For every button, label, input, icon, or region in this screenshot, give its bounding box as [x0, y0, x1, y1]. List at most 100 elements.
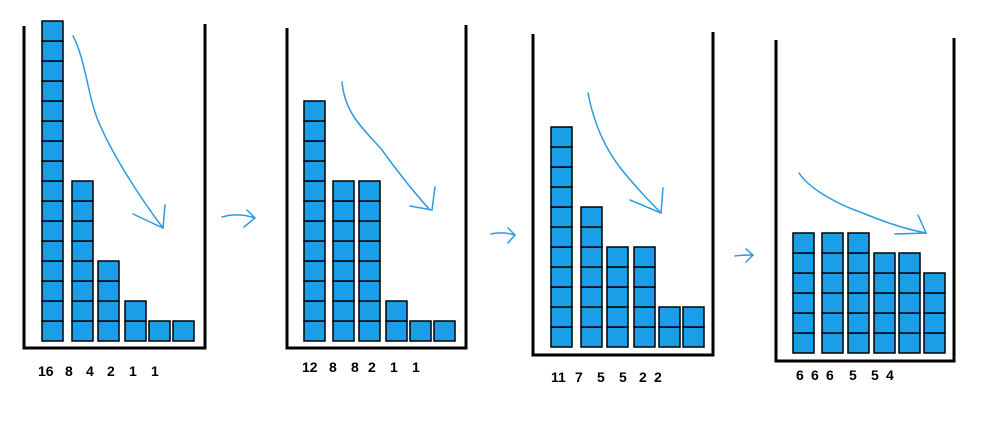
- block: [550, 326, 573, 348]
- column-label: 4: [886, 367, 894, 383]
- block: [792, 232, 815, 254]
- curve-arrow-2-head: [409, 186, 436, 211]
- block: [898, 332, 921, 354]
- block: [41, 20, 64, 42]
- block: [658, 326, 681, 348]
- block: [358, 260, 381, 282]
- block-column: [847, 232, 870, 354]
- block: [633, 266, 656, 288]
- column-label: 1: [390, 359, 398, 375]
- block: [923, 312, 946, 334]
- block: [847, 312, 870, 334]
- block: [303, 280, 326, 302]
- block: [550, 286, 573, 308]
- block: [332, 300, 355, 322]
- block-column: [433, 320, 456, 342]
- block: [303, 200, 326, 222]
- block: [41, 60, 64, 82]
- block: [41, 320, 64, 342]
- container-2: [285, 25, 468, 350]
- curve-arrow-1-head: [132, 204, 166, 230]
- block-column: [658, 306, 681, 348]
- block: [358, 180, 381, 202]
- block-column: [923, 272, 946, 354]
- block: [898, 252, 921, 274]
- block: [124, 300, 147, 322]
- block: [580, 326, 603, 348]
- block: [41, 300, 64, 322]
- block: [303, 180, 326, 202]
- block: [303, 100, 326, 122]
- block: [332, 320, 355, 342]
- block: [550, 166, 573, 188]
- curve-arrow-4-head: [894, 214, 928, 235]
- column-label: 11: [551, 369, 566, 385]
- block: [550, 246, 573, 268]
- block: [97, 320, 120, 342]
- curve-arrow-1: [72, 35, 164, 229]
- block: [41, 120, 64, 142]
- block: [550, 146, 573, 168]
- block: [41, 220, 64, 242]
- column-label: 12: [302, 359, 318, 375]
- block: [124, 320, 147, 342]
- block-column: [606, 246, 629, 348]
- block: [821, 292, 844, 314]
- block: [41, 40, 64, 62]
- block: [358, 300, 381, 322]
- block: [303, 240, 326, 262]
- block-column: [580, 206, 603, 348]
- block: [923, 272, 946, 294]
- block-column: [97, 260, 120, 342]
- block: [71, 300, 94, 322]
- block: [41, 80, 64, 102]
- block: [409, 320, 432, 342]
- block: [792, 312, 815, 334]
- block-column: [148, 320, 171, 342]
- block: [550, 186, 573, 208]
- block: [847, 252, 870, 274]
- container-1: [22, 24, 207, 350]
- block-column: [409, 320, 432, 342]
- block: [873, 272, 896, 294]
- block: [821, 332, 844, 354]
- block: [303, 140, 326, 162]
- block-column: [303, 100, 326, 342]
- block: [41, 160, 64, 182]
- block: [358, 220, 381, 242]
- block: [606, 286, 629, 308]
- block: [303, 300, 326, 322]
- column-label: 1: [151, 363, 159, 379]
- block: [71, 220, 94, 242]
- curve-arrow-3: [587, 92, 661, 213]
- curve-arrows: [72, 35, 928, 235]
- block-column: [682, 306, 705, 348]
- container-3: [531, 32, 715, 357]
- block-column: [792, 232, 815, 354]
- block: [923, 292, 946, 314]
- block: [332, 200, 355, 222]
- curve-arrow-3-head: [629, 187, 664, 215]
- block: [550, 266, 573, 288]
- block: [821, 312, 844, 334]
- block: [633, 306, 656, 328]
- block: [821, 232, 844, 254]
- block: [606, 326, 629, 348]
- block: [433, 320, 456, 342]
- block: [658, 306, 681, 328]
- block: [606, 306, 629, 328]
- block-column: [873, 252, 896, 354]
- block: [682, 326, 705, 348]
- block-column: [358, 180, 381, 342]
- block: [633, 246, 656, 268]
- column-label: 5: [849, 367, 857, 383]
- column-label: 4: [86, 363, 94, 379]
- column-label: 8: [351, 359, 359, 375]
- block: [682, 306, 705, 328]
- block: [550, 226, 573, 248]
- column-label: 1: [129, 363, 137, 379]
- block-column: [898, 252, 921, 354]
- block: [792, 272, 815, 294]
- block: [332, 240, 355, 262]
